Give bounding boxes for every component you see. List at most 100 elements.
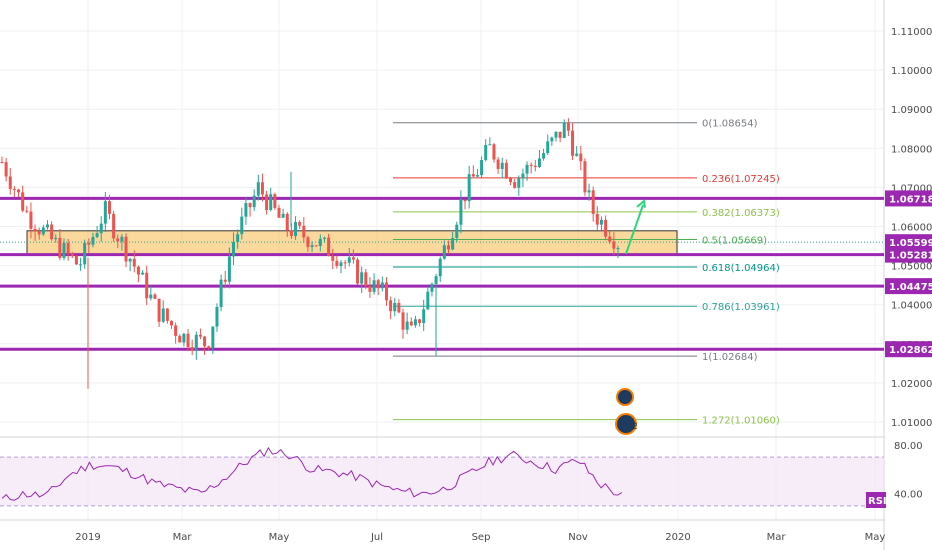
candle-body [595,213,599,225]
candle-body [542,153,546,159]
event-flag-icon[interactable] [615,413,637,435]
candlestick-series [0,118,620,389]
candle-body [314,245,318,247]
event-flag-icon[interactable] [616,388,634,406]
price-badge[interactable] [885,234,932,251]
price-badge-label: 1.05281 [889,251,932,262]
fib-level-label: 0(1.08654) [702,119,758,130]
candle-body [45,224,49,228]
candle-body [141,272,145,275]
candle-body [360,272,364,284]
candle-body [285,213,289,231]
candle-body [124,236,128,262]
candle-body [546,141,550,154]
candle-body [240,216,244,235]
candle-body [347,257,351,263]
candle-body [467,174,471,202]
candle-body [335,260,339,267]
candle-body [248,203,252,208]
candle-body [488,144,492,146]
candle-body [289,230,293,236]
candle-body [74,255,78,265]
candle-body [203,336,207,347]
candle-body [475,175,479,177]
fibonacci-retracement[interactable]: 0(1.08654) 0.236(1.07245) 0.382(1.06373) 0.… [393,119,780,427]
candle-body [260,182,264,195]
candle-body [537,158,541,168]
fib-level-label: 0.5(1.05669) [702,235,767,246]
time-axis[interactable]: 2019 Mar May Jul Sep Nov 2020 Mar May [75,532,885,543]
fib-level-label: 0.382(1.06373) [702,208,780,219]
candle-body [442,245,446,259]
candle-body [294,222,298,236]
candle-body [351,257,355,260]
candle-body [70,253,74,256]
candle-body [120,236,124,242]
candle-body [356,259,360,284]
event-count: 2 [632,422,638,432]
candle-body [269,194,273,210]
candle-body [471,174,475,177]
candle-body [211,326,215,349]
support-zone-rect[interactable] [26,230,678,256]
projection-arrow-head [636,199,646,208]
candle-body [327,237,331,257]
candle-body [227,256,231,282]
candle-body [418,319,422,324]
time-tick-label: May [865,532,886,543]
candle-body [132,258,136,267]
price-tick-label: 1.10000 [891,66,932,77]
candle-body [252,195,256,208]
price-badge-label: 1.06718 [889,194,932,205]
fib-level-label: 0.236(1.07245) [702,174,780,185]
candle-body [37,231,41,235]
candle-body [79,264,83,266]
price-badge[interactable] [885,190,932,207]
candle-body [198,334,202,337]
time-tick-label: 2019 [75,532,100,543]
candle-body [434,276,438,284]
candle-body [194,334,198,351]
candle-body [41,227,45,235]
candle-body [281,213,285,218]
event-markers[interactable]: 2 [615,388,638,435]
candle-body [575,153,579,156]
candle-body [562,122,566,138]
candle-body [430,283,434,292]
projection-arrow-line[interactable] [625,204,644,255]
price-tick-label: 1.11000 [891,27,932,38]
price-badge[interactable] [885,246,932,263]
price-badge[interactable] [885,341,932,358]
candle-body [273,194,277,208]
candle-body [215,307,219,327]
candle-body [21,192,25,211]
candle-body [0,161,4,163]
candle-body [612,241,616,249]
price-tick-label: 1.02000 [891,379,932,390]
candle-body [306,237,310,248]
price-tick-label: 1.09000 [891,105,932,116]
candle-body [587,190,591,193]
candle-body [372,280,376,292]
candle-body [496,159,500,169]
projection-arrow[interactable] [625,199,646,255]
price-badge[interactable] [885,278,932,295]
candle-body [186,333,190,348]
candle-body [12,188,16,190]
rsi-badge[interactable] [866,492,886,508]
candle-body [302,225,306,238]
candle-body [87,242,91,245]
candle-body [174,325,178,336]
candle-body [265,194,269,210]
candle-body [492,144,496,160]
candle-body [504,162,508,179]
candle-body [256,182,260,196]
candle-body [58,237,62,258]
candle-body [331,256,335,261]
price-axis[interactable]: 1.11000 1.10000 1.09000 1.08000 1.07000 1.060… [866,0,932,550]
candle-body [149,294,153,299]
candle-body [517,178,521,188]
support-zone[interactable] [26,230,678,256]
price-tick-label: 1.04000 [891,301,932,312]
